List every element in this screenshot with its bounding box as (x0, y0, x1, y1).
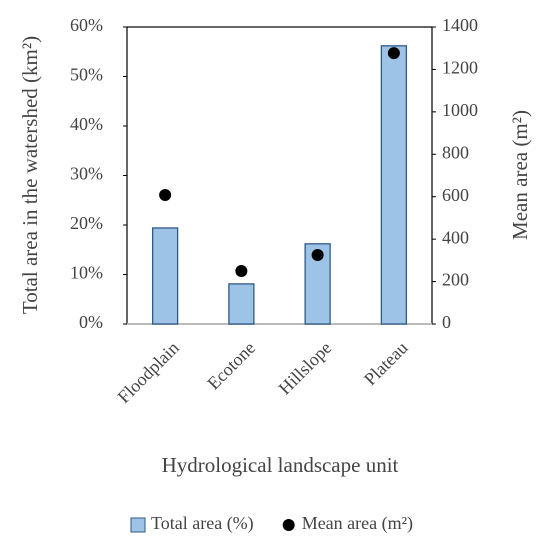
y-tick-label: 30% (70, 164, 103, 184)
y2-axis-title: Mean area (m²) (508, 110, 532, 240)
y2-tick-label: 1000 (442, 100, 478, 120)
y-tick-label: 20% (70, 213, 103, 233)
bar (228, 283, 255, 325)
x-axis-title: Hydrological landscape unit (162, 453, 399, 477)
legend-swatch (282, 519, 295, 531)
y2-tick-label: 1200 (442, 58, 478, 78)
y-tick-label: 50% (70, 65, 103, 85)
y-axis-title: Total area in the watershed (km²) (18, 36, 42, 314)
y2-tick-label: 200 (442, 270, 469, 290)
x-tick-label: Hillslope (275, 338, 336, 399)
y2-tick-label: 1400 (442, 15, 478, 35)
bar (304, 243, 331, 325)
y-tick-label: 40% (70, 114, 103, 134)
y-tick-label: 60% (70, 15, 103, 35)
y2-tick-label: 800 (442, 142, 469, 162)
point (159, 189, 172, 202)
legend-label: Mean area (m²) (302, 513, 413, 534)
y2-tick-label: 600 (442, 185, 469, 205)
x-tick-label: Floodplain (114, 338, 183, 407)
y2-tick-label: 400 (442, 227, 469, 247)
bar (151, 227, 179, 325)
point (311, 249, 324, 262)
y2-tick-label: 0 (442, 312, 451, 332)
point (235, 264, 248, 277)
y-tick-label: 0% (79, 312, 103, 332)
y-tick-label: 10% (70, 263, 103, 283)
bar (380, 45, 408, 325)
x-tick-label: Plateau (360, 338, 412, 390)
point (387, 47, 400, 60)
x-tick-label: Ecotone (203, 338, 259, 394)
legend-label: Total area (%) (151, 513, 254, 534)
legend-swatch (130, 517, 146, 533)
